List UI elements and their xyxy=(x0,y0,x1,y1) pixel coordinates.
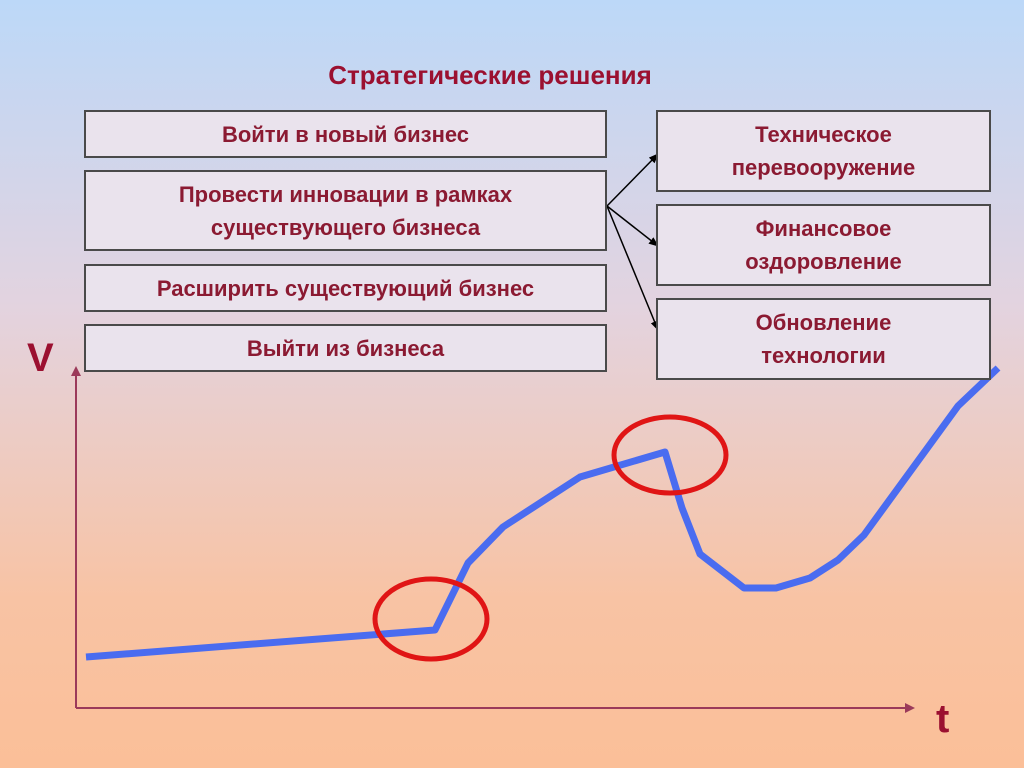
decision-enter-new-business: Войти в новый бизнес xyxy=(84,110,607,158)
connector-arrow-2 xyxy=(606,205,659,247)
innovation-technology-update: Обновление технологии xyxy=(656,298,991,380)
connector-arrow-3 xyxy=(606,205,659,331)
diagram-title: Стратегические решения xyxy=(328,60,652,90)
innovation-financial-recovery: Финансовое оздоровление xyxy=(656,204,991,286)
x-axis-label: t xyxy=(936,697,950,741)
y-axis-label: V xyxy=(27,336,54,380)
decision-innovate-existing-business: Провести инновации в рамках существующег… xyxy=(84,170,607,251)
decision-exit-business: Выйти из бизнеса xyxy=(84,324,607,372)
highlight-circle-2 xyxy=(611,414,729,496)
innovation-technical-reequipment: Техническое перевооружение xyxy=(656,110,991,192)
decision-expand-business: Расширить существующий бизнес xyxy=(84,264,607,312)
growth-curve xyxy=(85,365,1001,661)
connector-arrow-1 xyxy=(606,153,659,207)
highlight-circle-1 xyxy=(372,576,490,662)
